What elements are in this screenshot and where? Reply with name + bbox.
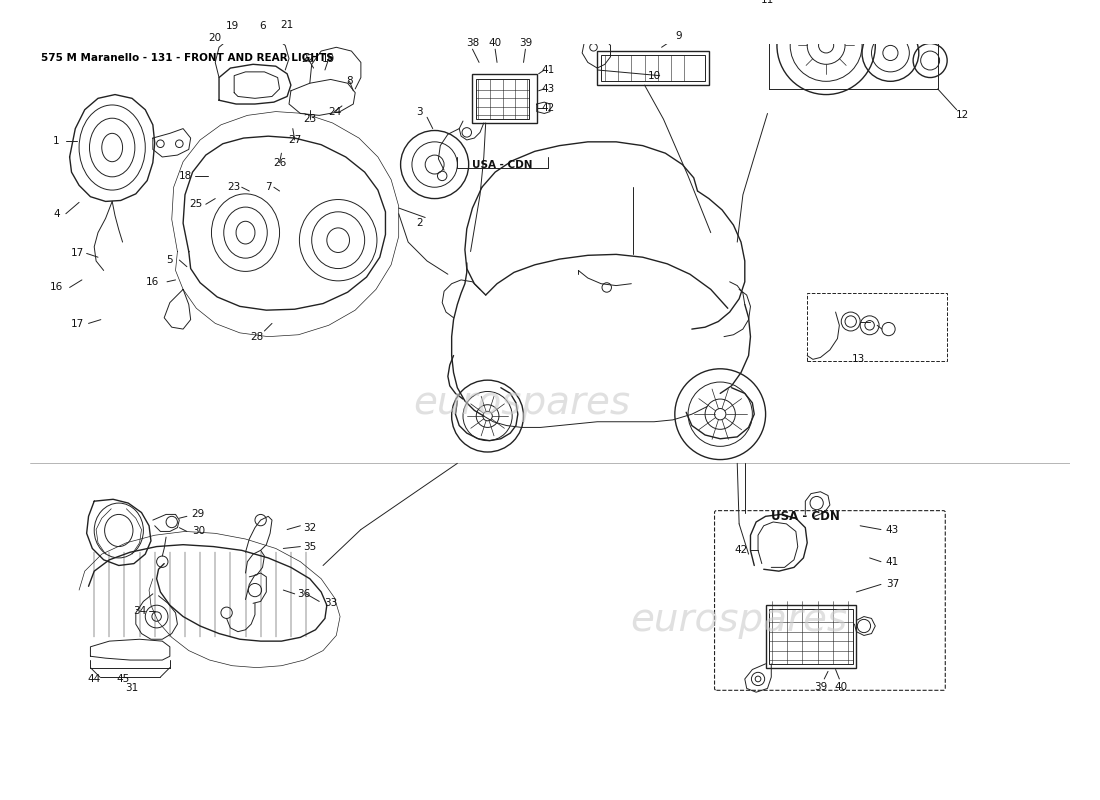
Bar: [807, 293, 947, 362]
Text: 24: 24: [328, 106, 341, 117]
Bar: [476, 79, 529, 119]
Text: 23: 23: [228, 182, 241, 192]
Text: 45: 45: [116, 674, 129, 684]
Text: 41: 41: [886, 557, 899, 566]
Bar: [601, 55, 705, 82]
Text: USA - CDN: USA - CDN: [771, 510, 839, 523]
Text: 34: 34: [133, 606, 146, 616]
Text: 29: 29: [191, 510, 205, 519]
Text: 37: 37: [886, 579, 899, 590]
Text: 41: 41: [541, 65, 554, 75]
Bar: [766, 606, 857, 668]
Text: 3: 3: [416, 106, 422, 117]
Text: 16: 16: [50, 282, 63, 293]
Text: 8: 8: [346, 76, 353, 86]
Text: 17: 17: [70, 249, 84, 258]
Text: 39: 39: [814, 682, 827, 691]
Text: 9: 9: [675, 31, 682, 41]
Text: 19: 19: [322, 54, 335, 64]
Text: 35: 35: [304, 542, 317, 551]
Bar: [769, 0, 937, 89]
Text: 12: 12: [956, 110, 969, 120]
Text: 15: 15: [896, 0, 911, 2]
Text: 20: 20: [209, 33, 222, 43]
Text: 16: 16: [146, 277, 160, 286]
Text: USA - CDN: USA - CDN: [473, 159, 534, 170]
Text: 19: 19: [226, 22, 239, 31]
Text: 25: 25: [189, 199, 204, 210]
Bar: [769, 609, 852, 664]
Text: 38: 38: [465, 38, 480, 49]
Text: 31: 31: [125, 683, 139, 694]
Text: 39: 39: [519, 38, 532, 49]
Text: 30: 30: [191, 526, 205, 537]
Text: 36: 36: [297, 589, 311, 599]
Text: 43: 43: [541, 84, 554, 94]
Text: 10: 10: [648, 70, 661, 81]
Text: 6: 6: [260, 22, 266, 31]
Bar: [473, 74, 537, 123]
Text: 11: 11: [761, 0, 774, 5]
Text: eurospares: eurospares: [630, 602, 848, 639]
Text: 26: 26: [273, 158, 286, 168]
Text: 7: 7: [265, 182, 272, 192]
Text: 22: 22: [301, 54, 315, 64]
Text: 28: 28: [250, 332, 264, 342]
Text: 40: 40: [488, 38, 502, 49]
Text: 5: 5: [166, 255, 173, 265]
Text: 17: 17: [70, 319, 84, 330]
Text: 32: 32: [304, 522, 317, 533]
Text: 18: 18: [178, 171, 191, 181]
Text: 27: 27: [288, 135, 301, 145]
Text: 14: 14: [877, 0, 890, 2]
Text: eurospares: eurospares: [414, 384, 630, 422]
Text: 43: 43: [886, 525, 899, 534]
Text: 4: 4: [53, 209, 59, 218]
Text: 42: 42: [541, 103, 554, 113]
Text: 33: 33: [324, 598, 338, 608]
Text: 2: 2: [416, 218, 422, 228]
Text: 575 M Maranello - 131 - FRONT AND REAR LIGHTS: 575 M Maranello - 131 - FRONT AND REAR L…: [42, 53, 334, 63]
Text: 42: 42: [735, 546, 748, 555]
Text: 21: 21: [280, 19, 294, 30]
Text: 13: 13: [851, 354, 865, 364]
Text: 44: 44: [88, 674, 101, 684]
Text: 23: 23: [304, 114, 317, 124]
Bar: [597, 51, 708, 85]
Text: 40: 40: [835, 682, 848, 691]
Text: 1: 1: [53, 136, 59, 146]
